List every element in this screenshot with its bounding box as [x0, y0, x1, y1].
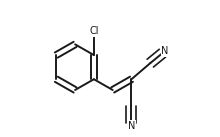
Text: Cl: Cl	[89, 26, 99, 36]
Text: N: N	[128, 121, 135, 131]
Text: N: N	[161, 46, 169, 56]
